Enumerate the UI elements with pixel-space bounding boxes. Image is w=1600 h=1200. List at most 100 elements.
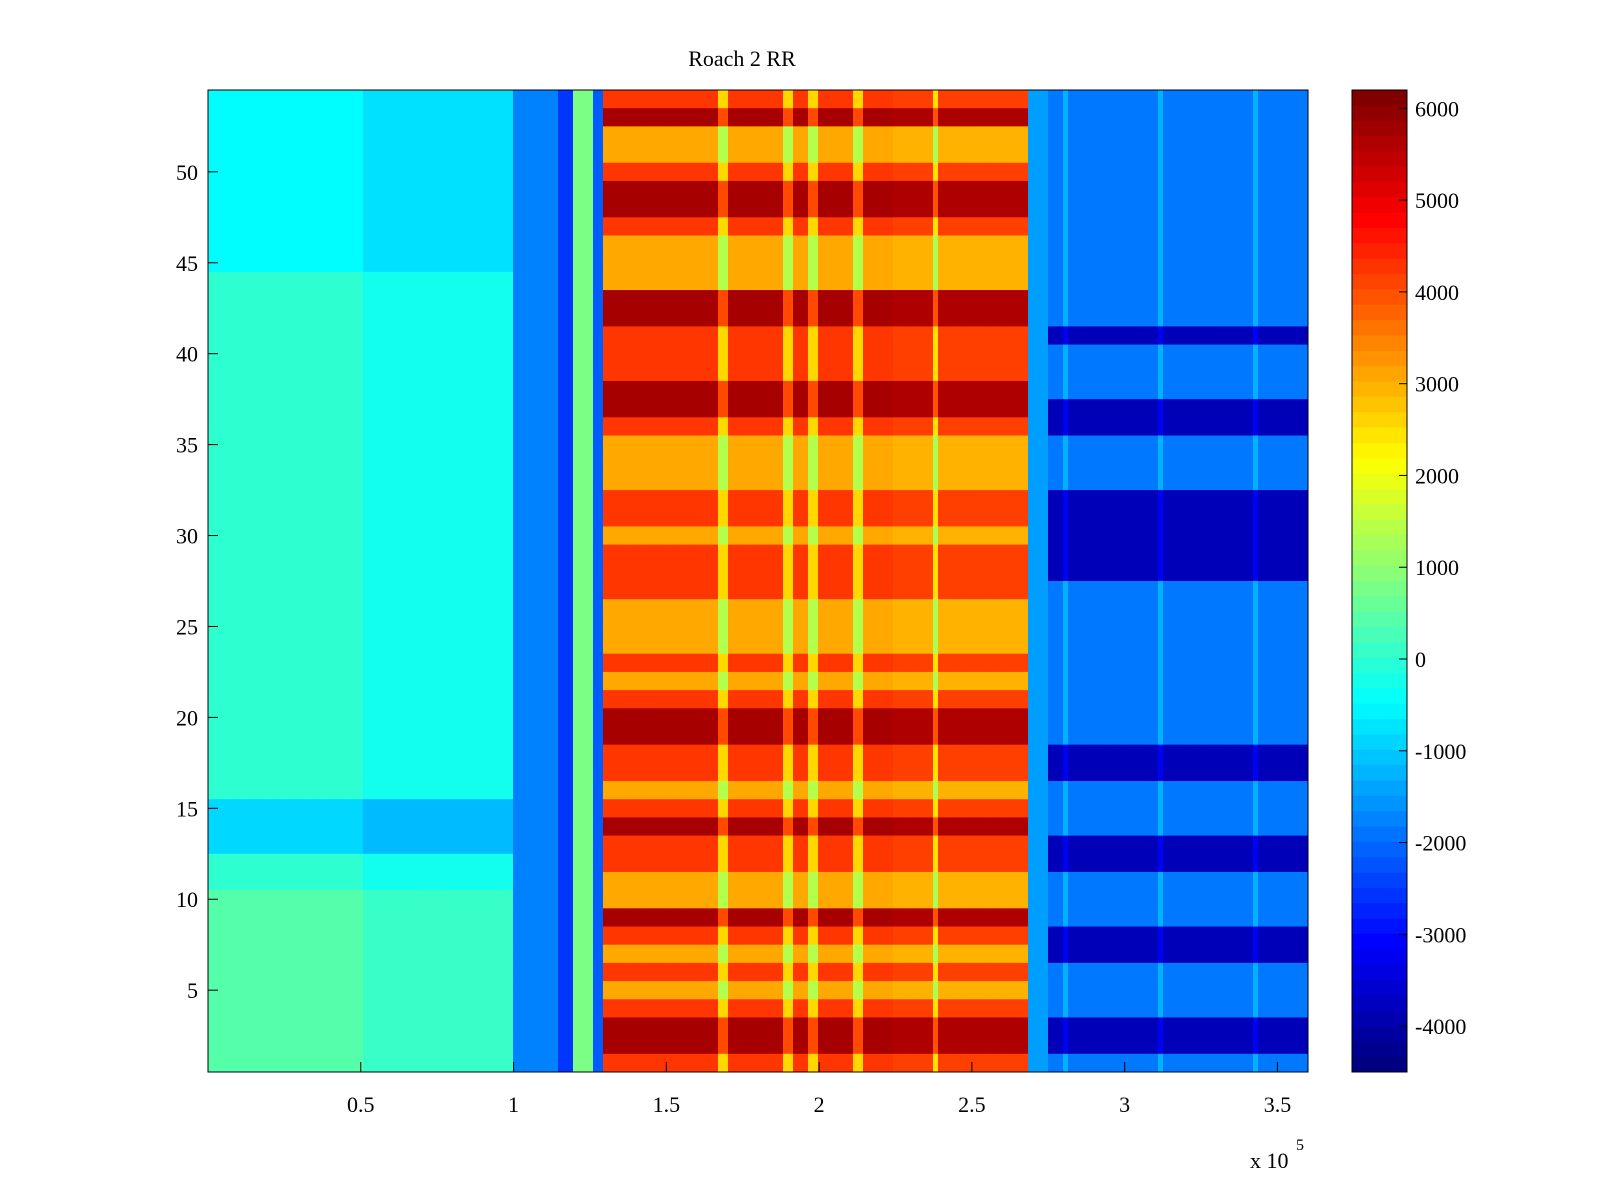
heatmap-cell: [493, 271, 499, 291]
heatmap-cell: [303, 290, 309, 309]
heatmap-cell: [1243, 271, 1249, 291]
heatmap-cell: [848, 471, 854, 491]
heatmap-cell: [688, 308, 694, 327]
heatmap-cell: [1273, 435, 1279, 455]
heatmap-cell: [468, 417, 474, 436]
heatmap-cell: [263, 435, 269, 455]
heatmap-cell: [1248, 362, 1254, 382]
heatmap-cell: [643, 399, 649, 418]
heatmap-cell: [1178, 308, 1184, 327]
heatmap-cell: [423, 180, 429, 200]
heatmap-cell: [1058, 253, 1064, 273]
heatmap-cell: [1108, 417, 1114, 436]
heatmap-cell: [433, 217, 439, 236]
heatmap-cell: [1168, 326, 1174, 345]
heatmap-cell: [978, 380, 984, 400]
heatmap-cell: [463, 290, 469, 309]
heatmap-cell: [1188, 271, 1194, 291]
heatmap-cell: [478, 380, 484, 400]
heatmap-cell: [263, 471, 269, 491]
heatmap-cell: [513, 362, 519, 382]
heatmap-cell: [618, 235, 624, 255]
heatmap-cell: [1118, 471, 1124, 491]
heatmap-cell: [1108, 235, 1114, 255]
heatmap-cell: [1058, 399, 1064, 418]
heatmap-cell: [878, 199, 884, 218]
heatmap-cell: [788, 199, 794, 218]
heatmap-cell: [588, 362, 594, 382]
heatmap-cell: [403, 235, 409, 255]
heatmap-cell: [358, 435, 364, 455]
heatmap-cell: [483, 490, 489, 509]
heatmap-cell: [1148, 399, 1154, 418]
heatmap-cell: [968, 471, 974, 491]
heatmap-cell: [303, 180, 309, 200]
heatmap-cell: [583, 126, 589, 145]
heatmap-cell: [1023, 162, 1029, 182]
heatmap-cell: [1258, 108, 1264, 127]
heatmap-cell: [793, 144, 799, 164]
heatmap-cell: [1178, 235, 1184, 255]
heatmap-cell: [598, 471, 604, 491]
heatmap-cell: [773, 144, 779, 164]
heatmap-cell: [313, 144, 319, 164]
heatmap-cell: [978, 253, 984, 273]
heatmap-cell: [568, 162, 574, 182]
heatmap-cell: [313, 235, 319, 255]
heatmap-cell: [1193, 417, 1199, 436]
heatmap-cell: [638, 271, 644, 291]
heatmap-cell: [608, 453, 614, 473]
heatmap-cell: [313, 271, 319, 291]
heatmap-cell: [1233, 144, 1239, 164]
heatmap-cell: [603, 199, 609, 218]
heatmap-cell: [258, 362, 264, 382]
heatmap-cell: [298, 471, 304, 491]
heatmap-cell: [978, 290, 984, 309]
heatmap-cell: [363, 326, 369, 345]
heatmap-cell: [623, 490, 629, 509]
heatmap-cell: [533, 490, 539, 509]
heatmap-cell: [218, 290, 224, 309]
heatmap-cell: [1113, 417, 1119, 436]
heatmap-cell: [1143, 399, 1149, 418]
heatmap-cell: [1043, 253, 1049, 273]
heatmap-cell: [723, 435, 729, 455]
heatmap-cell: [1058, 471, 1064, 491]
heatmap-cell: [928, 180, 934, 200]
heatmap-cell: [853, 290, 859, 309]
heatmap-cell: [663, 180, 669, 200]
heatmap-cell: [1123, 362, 1129, 382]
heatmap-cell: [1073, 290, 1079, 309]
heatmap-cell: [983, 217, 989, 236]
heatmap-cell: [338, 271, 344, 291]
heatmap-cell: [383, 162, 389, 182]
heatmap-cell: [263, 126, 269, 145]
heatmap-cell: [238, 235, 244, 255]
heatmap-cell: [683, 417, 689, 436]
heatmap-cell: [513, 290, 519, 309]
heatmap-cell: [293, 253, 299, 273]
heatmap-cell: [958, 90, 964, 109]
heatmap-cell: [948, 180, 954, 200]
heatmap-cell: [708, 126, 714, 145]
heatmap-cell: [423, 344, 429, 364]
heatmap-cell: [1153, 453, 1159, 473]
heatmap-cell: [533, 308, 539, 327]
heatmap-cell: [713, 326, 719, 345]
heatmap-cell: [298, 417, 304, 436]
heatmap-cell: [998, 471, 1004, 491]
heatmap-cell: [343, 435, 349, 455]
heatmap-cell: [618, 199, 624, 218]
heatmap-cell: [313, 108, 319, 127]
heatmap-cell: [1203, 326, 1209, 345]
heatmap-cell: [613, 344, 619, 364]
heatmap-cell: [1238, 126, 1244, 145]
heatmap-cell: [508, 453, 514, 473]
heatmap-cell: [488, 162, 494, 182]
heatmap-cell: [448, 271, 454, 291]
heatmap-cell: [1238, 326, 1244, 345]
heatmap-cell: [1303, 344, 1309, 364]
heatmap-cell: [968, 217, 974, 236]
heatmap-cell: [1068, 344, 1074, 364]
heatmap-cell: [1288, 308, 1294, 327]
